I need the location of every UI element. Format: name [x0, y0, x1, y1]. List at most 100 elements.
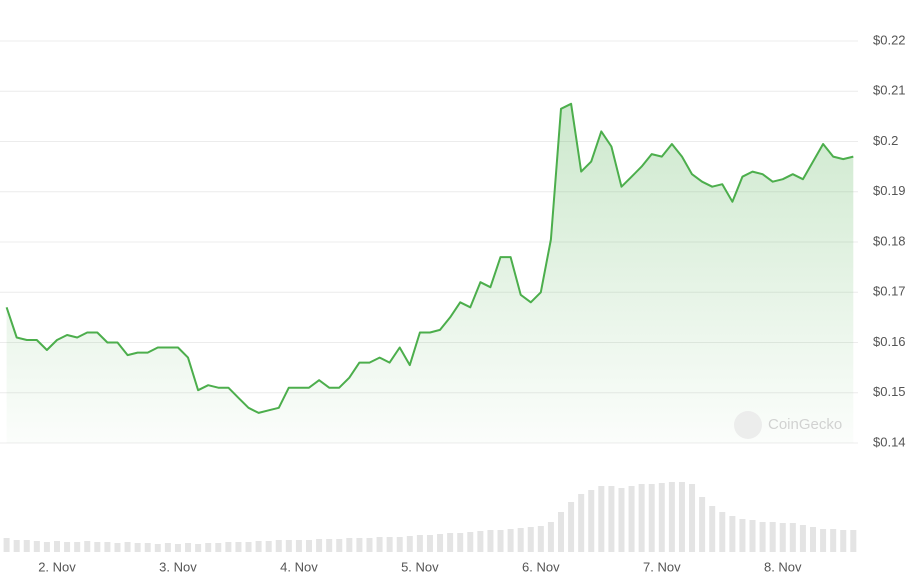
volume-bar: [840, 530, 847, 552]
volume-bar: [769, 522, 776, 552]
volume-bar: [830, 529, 837, 552]
volume-bar: [54, 541, 60, 552]
volume-bar: [759, 522, 766, 552]
volume-bar: [668, 482, 675, 552]
x-tick-label: 7. Nov: [643, 559, 681, 574]
volume-bar: [709, 506, 716, 552]
volume-bar: [215, 543, 222, 552]
volume-bar: [628, 486, 635, 552]
y-tick-label: $0.21: [873, 83, 906, 98]
volume-bar: [154, 544, 161, 552]
volume-bar: [376, 537, 383, 552]
volume-bar: [789, 523, 796, 552]
volume-bar: [648, 484, 655, 552]
watermark-text: CoinGecko: [768, 416, 842, 433]
volume-bar: [537, 526, 544, 552]
volume-bar: [739, 519, 746, 552]
y-tick-label: $0.17: [873, 284, 906, 299]
volume-bar: [638, 484, 645, 552]
y-tick-label: $0.2: [873, 133, 898, 148]
volume-bar: [517, 528, 524, 552]
volume-bar: [33, 541, 40, 552]
volume-bar: [608, 486, 615, 552]
volume-bar: [598, 486, 605, 552]
x-tick-label: 4. Nov: [280, 559, 318, 574]
watermark: CoinGecko: [734, 411, 842, 439]
volume-bar: [558, 512, 564, 552]
volume-bar: [386, 537, 393, 552]
volume-bar: [205, 543, 212, 552]
volume-bar: [64, 542, 71, 552]
volume-bar: [618, 488, 625, 552]
volume-bar: [225, 542, 232, 552]
volume-bar: [245, 542, 252, 552]
volume-bar: [366, 538, 373, 552]
volume-bar: [235, 542, 242, 552]
volume-bar: [568, 502, 575, 552]
volume-bar: [195, 544, 202, 552]
volume-bar: [749, 520, 756, 552]
x-tick-label: 8. Nov: [764, 559, 802, 574]
volume-bar: [255, 541, 262, 552]
volume-bar: [477, 531, 484, 552]
volume-bar: [658, 483, 665, 552]
volume-bar: [3, 538, 10, 552]
y-tick-label: $0.15: [873, 384, 906, 399]
volume-bar: [850, 530, 857, 552]
volume-bar: [457, 533, 464, 552]
volume-bar: [124, 542, 131, 552]
volume-bar: [306, 540, 312, 552]
volume-bar: [507, 529, 514, 552]
volume-bar: [678, 482, 685, 552]
volume-bar: [326, 539, 333, 552]
volume-bar: [699, 497, 706, 552]
volume-bar: [336, 539, 343, 552]
volume-bar: [13, 540, 20, 552]
volume-bar: [164, 543, 171, 552]
volume-bar: [275, 540, 282, 552]
volume-bar: [23, 540, 30, 552]
volume-bar: [185, 543, 192, 552]
y-tick-label: $0.22: [873, 32, 906, 47]
volume-bar: [588, 490, 595, 552]
x-tick-label: 2. Nov: [38, 559, 76, 574]
volume-bar: [547, 522, 554, 552]
price-line: [5, 102, 854, 414]
volume-bar: [527, 527, 534, 552]
y-tick-label: $0.18: [873, 233, 906, 248]
y-tick-label: $0.19: [873, 183, 906, 198]
volume-bar: [820, 529, 827, 552]
volume-bar: [729, 516, 736, 552]
volume-bar: [316, 539, 323, 552]
volume-bar: [174, 544, 181, 552]
x-tick-label: 6. Nov: [522, 559, 560, 574]
y-tick-label: $0.16: [873, 334, 906, 349]
volume-bar: [497, 530, 504, 552]
volume-bar: [779, 523, 786, 552]
volume-bar: [285, 540, 292, 552]
volume-bar: [84, 541, 91, 552]
volume-bar: [406, 536, 413, 552]
volume-bar: [437, 534, 444, 552]
volume-bar: [134, 543, 141, 552]
x-tick-label: 3. Nov: [159, 559, 197, 574]
volume-bar: [810, 527, 816, 552]
volume-bar: [447, 533, 454, 552]
volume-bar: [426, 535, 433, 552]
volume-bar: [144, 543, 151, 552]
x-tick-label: 5. Nov: [401, 559, 439, 574]
volume-bar: [487, 530, 494, 552]
volume-bar: [104, 542, 111, 552]
volume-bar: [346, 538, 353, 552]
volume-bar: [94, 542, 101, 552]
volume-bar: [467, 532, 474, 552]
volume-bar: [265, 541, 272, 552]
watermark-logo: [734, 411, 762, 439]
volume-bar: [74, 542, 81, 552]
volume-bar: [114, 543, 121, 552]
volume-bar: [719, 512, 726, 552]
volume-bar: [295, 540, 302, 552]
price-area: [6, 103, 854, 444]
volume-bar: [416, 535, 423, 552]
